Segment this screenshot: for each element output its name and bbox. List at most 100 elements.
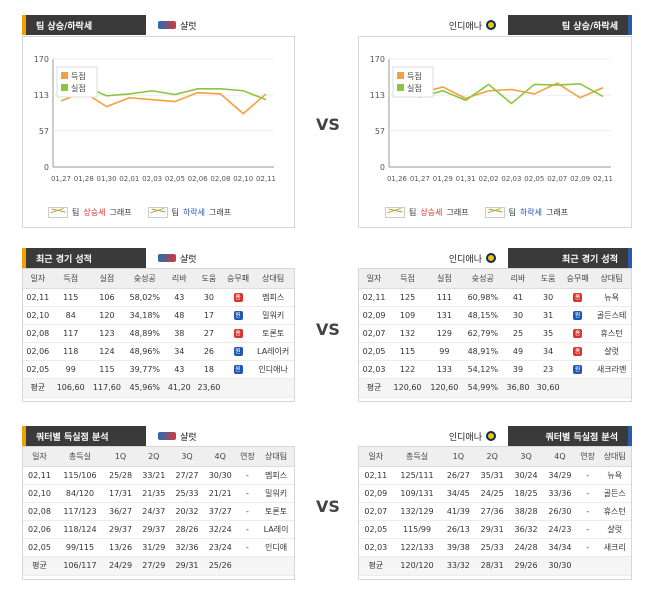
table-cell: 33/32	[441, 556, 476, 576]
table-cell: 43	[164, 360, 195, 379]
table-cell: 20/32	[170, 502, 204, 521]
legend-label: 득점	[71, 71, 86, 81]
table-row: 02,03 122/133 39/38 25/33 24/28 34/34- 새크리	[359, 538, 631, 557]
left-recent-panel: 일자 득점 실점 슛성공 리바 도움 승무패 상대팀 02,11 115 106 58,02% 43 3…	[22, 268, 295, 402]
table-cell: 29/31	[475, 520, 510, 539]
table-cell: 원	[563, 306, 593, 325]
x-tick-label: 02,05	[165, 175, 185, 183]
table-cell: 39/38	[441, 538, 476, 557]
table-cell: 54,12%	[462, 360, 503, 379]
table-cell: 홈	[223, 324, 253, 343]
table-cell: 37/27	[203, 502, 237, 521]
column-header: 일자	[23, 269, 53, 289]
table-cell: 129	[425, 324, 463, 343]
table-header-row: 일자 총득실 1Q 2Q 3Q 4Q 연장 상대팀	[359, 447, 631, 467]
table-header-row: 일자 득점 실점 슛성공 리바 도움 승무패 상대팀	[23, 269, 294, 289]
table-cell: 토론토	[252, 324, 294, 343]
table-cell: 38/28	[509, 502, 543, 521]
y-tick-label: 57	[375, 127, 385, 136]
away-badge: 원	[573, 365, 583, 374]
table-cell: 48	[164, 306, 195, 325]
table-cell: 밀워키	[252, 306, 294, 325]
table-cell: 인디애	[258, 538, 294, 557]
table-cell: 30,60	[533, 378, 564, 398]
table-cell: LA레이	[258, 520, 294, 539]
right-quarter-panel: 일자 총득실 1Q 2Q 3Q 4Q 연장 상대팀 02,11 125/111 26/27 35/3…	[358, 446, 632, 580]
left-quarter-header: 쿼터별 득실점 분석 샬럿	[22, 426, 197, 446]
table-cell: 27/27	[170, 466, 204, 485]
table-cell: 33/21	[137, 466, 171, 485]
table-cell: 02,11	[359, 288, 390, 307]
x-tick-label: 01,26	[387, 175, 408, 183]
column-header: 일자	[359, 447, 393, 467]
table-cell: 32/24	[203, 520, 237, 539]
table-cell: 13/26	[103, 538, 138, 557]
average-row: 평균 106,60 117,60 45,96% 41,20 23,60	[23, 378, 294, 398]
table-cell: 30/30	[203, 466, 237, 485]
table-cell: 30/30	[543, 556, 577, 576]
table-cell: 26/30	[543, 502, 577, 521]
x-tick-label: 02,06	[188, 175, 209, 183]
table-row: 02,11 115 106 58,02% 43 30 홈 멤피스	[23, 288, 294, 307]
table-cell: 17/31	[103, 484, 138, 503]
column-header: 3Q	[170, 447, 204, 467]
table-cell: 02,06	[23, 520, 57, 539]
table-cell: 115/99	[392, 520, 442, 539]
x-tick-label: 01,27	[410, 175, 430, 183]
fall-legend: 팀 하락세 그래프	[147, 207, 231, 218]
table-cell: 골든스	[598, 484, 631, 503]
table-row: 02,06 118 124 48,96% 34 26 원 LA레이커	[23, 342, 294, 361]
table-cell: 120	[88, 306, 126, 325]
right-recent-panel: 일자 득점 실점 슛성공 리바 도움 승무패 상대팀 02,11 125 111 60,98% 41 3…	[358, 268, 632, 402]
table-cell: 34	[164, 342, 195, 361]
column-header: 리바	[164, 269, 195, 289]
table-cell: 원	[223, 342, 253, 361]
legend-label: 실점	[71, 83, 86, 93]
table-cell: 25/26	[203, 556, 237, 576]
table-cell: -	[236, 466, 259, 485]
table-cell: 뉴욕	[592, 288, 631, 307]
table-cell: 117/123	[56, 502, 104, 521]
pacers-logo-icon	[486, 431, 496, 441]
table-cell: 24/37	[137, 502, 171, 521]
accent-bar	[628, 248, 632, 268]
x-tick-label: 02,02	[479, 175, 499, 183]
fall-legend: 팀 하락세 그래프	[484, 207, 568, 218]
x-tick-label: 02,08	[210, 175, 230, 183]
table-cell: 평균	[359, 556, 393, 576]
table-cell: 106	[88, 288, 126, 307]
table-cell: 122	[389, 360, 426, 379]
team-label-right: 인디애나	[449, 430, 496, 443]
table-cell: 33/36	[543, 484, 577, 503]
right-trend-panel: 170 113 57 0 01,26 01,27 01,29 01,31 02,02 02,03 0…	[358, 36, 632, 228]
table-cell: 36,80	[502, 378, 534, 398]
table-cell: 24/29	[103, 556, 138, 576]
rise-legend: 팀 상승세 그래프	[48, 207, 132, 218]
table-cell: 평균	[359, 378, 390, 398]
column-header: 총득실	[56, 447, 104, 467]
table-cell: 115	[389, 342, 426, 361]
hornets-logo-icon	[158, 432, 176, 440]
table-cell: 99/115	[56, 538, 104, 557]
table-cell: 02,08	[23, 324, 53, 343]
accent-bar	[22, 15, 26, 35]
table-row: 02,09 109/131 34/45 24/25 18/25 33/36- 골든스	[359, 484, 631, 503]
left-trend-legend: 팀 상승세 그래프 팀 하락세 그래프	[48, 207, 231, 218]
table-cell: 27/36	[475, 502, 510, 521]
away-badge: 원	[233, 347, 243, 356]
table-cell: 29/26	[509, 556, 543, 576]
hornets-logo-icon	[158, 254, 176, 262]
table-cell: 휴스턴	[592, 324, 631, 343]
table-row: 02,11 125/111 26/27 35/31 30/24 34/29- 뉴욕	[359, 466, 631, 485]
table-cell: 29/37	[137, 520, 171, 539]
right-recent-header: 인디애나 최근 경기 성적	[358, 248, 632, 268]
table-cell: 02,06	[23, 342, 53, 361]
column-header: 1Q	[441, 447, 476, 467]
vs-label: VS	[316, 320, 340, 339]
table-cell: 23,60	[194, 378, 224, 398]
accent-bar	[628, 15, 632, 35]
column-header: 4Q	[203, 447, 237, 467]
table-cell: 36/27	[103, 502, 138, 521]
table-cell: 02,05	[359, 342, 390, 361]
table-cell: 62,79%	[462, 324, 503, 343]
